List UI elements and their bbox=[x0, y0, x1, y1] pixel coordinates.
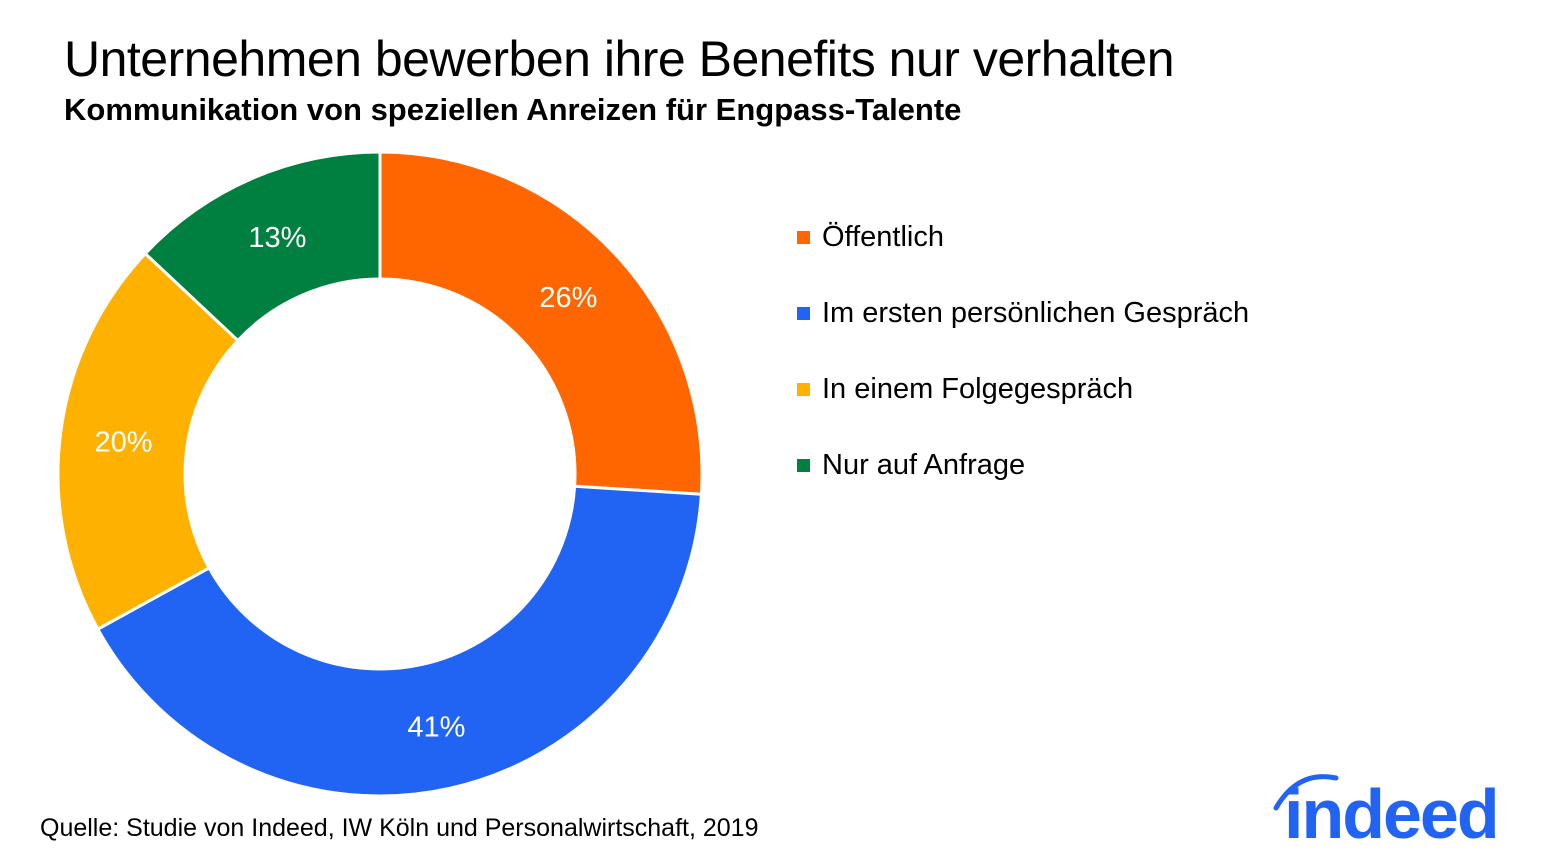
svg-text:indeed: indeed bbox=[1284, 775, 1498, 848]
legend-label: Öffentlich bbox=[822, 220, 944, 253]
source-note: Quelle: Studie von Indeed, IW Köln und P… bbox=[40, 814, 759, 842]
data-label: 20% bbox=[95, 427, 153, 459]
data-label: 41% bbox=[407, 711, 465, 743]
legend-item: Im ersten persönlichen Gespräch bbox=[797, 294, 1249, 332]
legend-label: Im ersten persönlichen Gespräch bbox=[822, 296, 1250, 329]
donut-slice bbox=[95, 484, 703, 798]
chart-title: Unternehmen bewerben ihre Benefits nur v… bbox=[64, 31, 1175, 87]
donut-slice bbox=[56, 251, 240, 632]
legend-item: Nur auf Anfrage bbox=[797, 446, 1249, 484]
legend-swatch bbox=[797, 382, 810, 396]
legend-swatch bbox=[797, 458, 810, 472]
legend-swatch bbox=[797, 230, 810, 244]
data-label: 26% bbox=[539, 282, 597, 314]
donut-slice bbox=[143, 150, 382, 343]
legend-label: In einem Folgegespräch bbox=[822, 372, 1134, 405]
legend-item: In einem Folgegespräch bbox=[797, 370, 1249, 408]
indeed-logo: indeed bbox=[1273, 774, 1498, 848]
donut-chart: 26% 41% 20% 13% bbox=[56, 150, 704, 798]
legend: Öffentlich Im ersten persönlichen Gesprä… bbox=[797, 218, 1249, 522]
data-label: 13% bbox=[248, 222, 306, 254]
legend-swatch bbox=[797, 306, 810, 320]
legend-item: Öffentlich bbox=[797, 218, 1249, 256]
chart-subtitle: Kommunikation von speziellen Anreizen fü… bbox=[64, 92, 962, 127]
donut-slice bbox=[378, 150, 704, 496]
legend-label: Nur auf Anfrage bbox=[822, 448, 1026, 481]
